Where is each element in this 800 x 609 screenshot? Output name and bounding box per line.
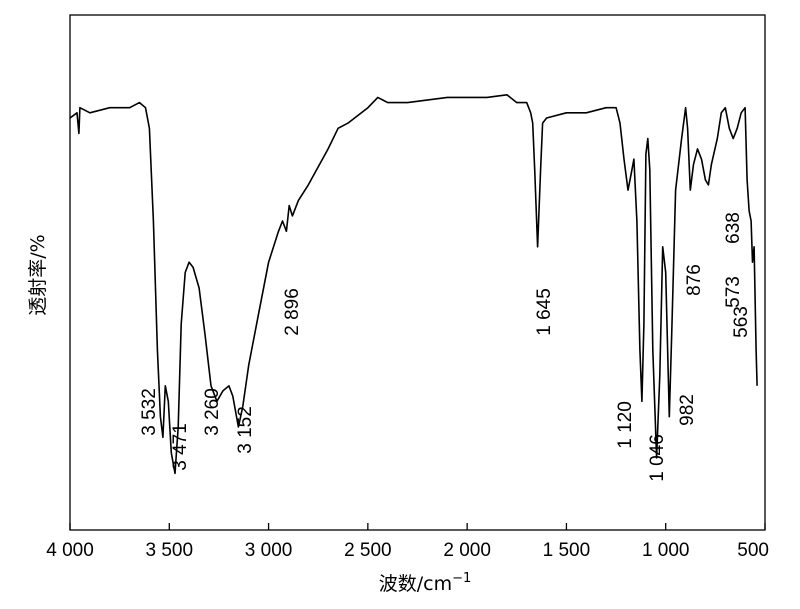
peak-label: 3 152 bbox=[235, 406, 256, 454]
peak-label: 1 645 bbox=[534, 288, 555, 336]
x-tick-label: 2 000 bbox=[443, 540, 491, 561]
peak-label: 982 bbox=[677, 394, 698, 426]
x-axis-ticks bbox=[69, 523, 766, 530]
y-axis-title: 透射率/% bbox=[27, 234, 49, 315]
peak-label: 563 bbox=[731, 306, 752, 338]
peak-label: 1 046 bbox=[647, 434, 668, 482]
x-axis-tick-labels: 4 000 3 500 3 000 2 500 2 000 1 500 1 000 500 bbox=[46, 540, 769, 561]
peak-labels: 3 532 3 471 3 260 3 152 2 896 1 645 1 120 1 046… bbox=[139, 212, 752, 482]
peak-label: 638 bbox=[723, 212, 744, 244]
peak-label: 3 471 bbox=[170, 423, 191, 471]
plot-frame bbox=[69, 14, 766, 531]
x-axis-title: 波数/cm−1 bbox=[379, 571, 472, 595]
series-line-spectrum bbox=[69, 94, 758, 475]
peak-label: 573 bbox=[723, 276, 744, 308]
peak-label: 3 260 bbox=[202, 388, 223, 436]
peak-label: 876 bbox=[684, 264, 705, 296]
peak-label: 2 896 bbox=[282, 288, 303, 336]
peak-label: 1 120 bbox=[615, 401, 636, 449]
x-tick-label: 2 500 bbox=[344, 540, 392, 561]
peak-label: 3 532 bbox=[139, 388, 160, 436]
x-tick-label: 3 000 bbox=[245, 540, 293, 561]
x-tick-label: 500 bbox=[737, 540, 769, 561]
x-tick-label: 1 500 bbox=[543, 540, 591, 561]
x-tick-label: 1 000 bbox=[642, 540, 690, 561]
x-tick-label: 4 000 bbox=[46, 540, 94, 561]
x-tick-label: 3 500 bbox=[146, 540, 194, 561]
